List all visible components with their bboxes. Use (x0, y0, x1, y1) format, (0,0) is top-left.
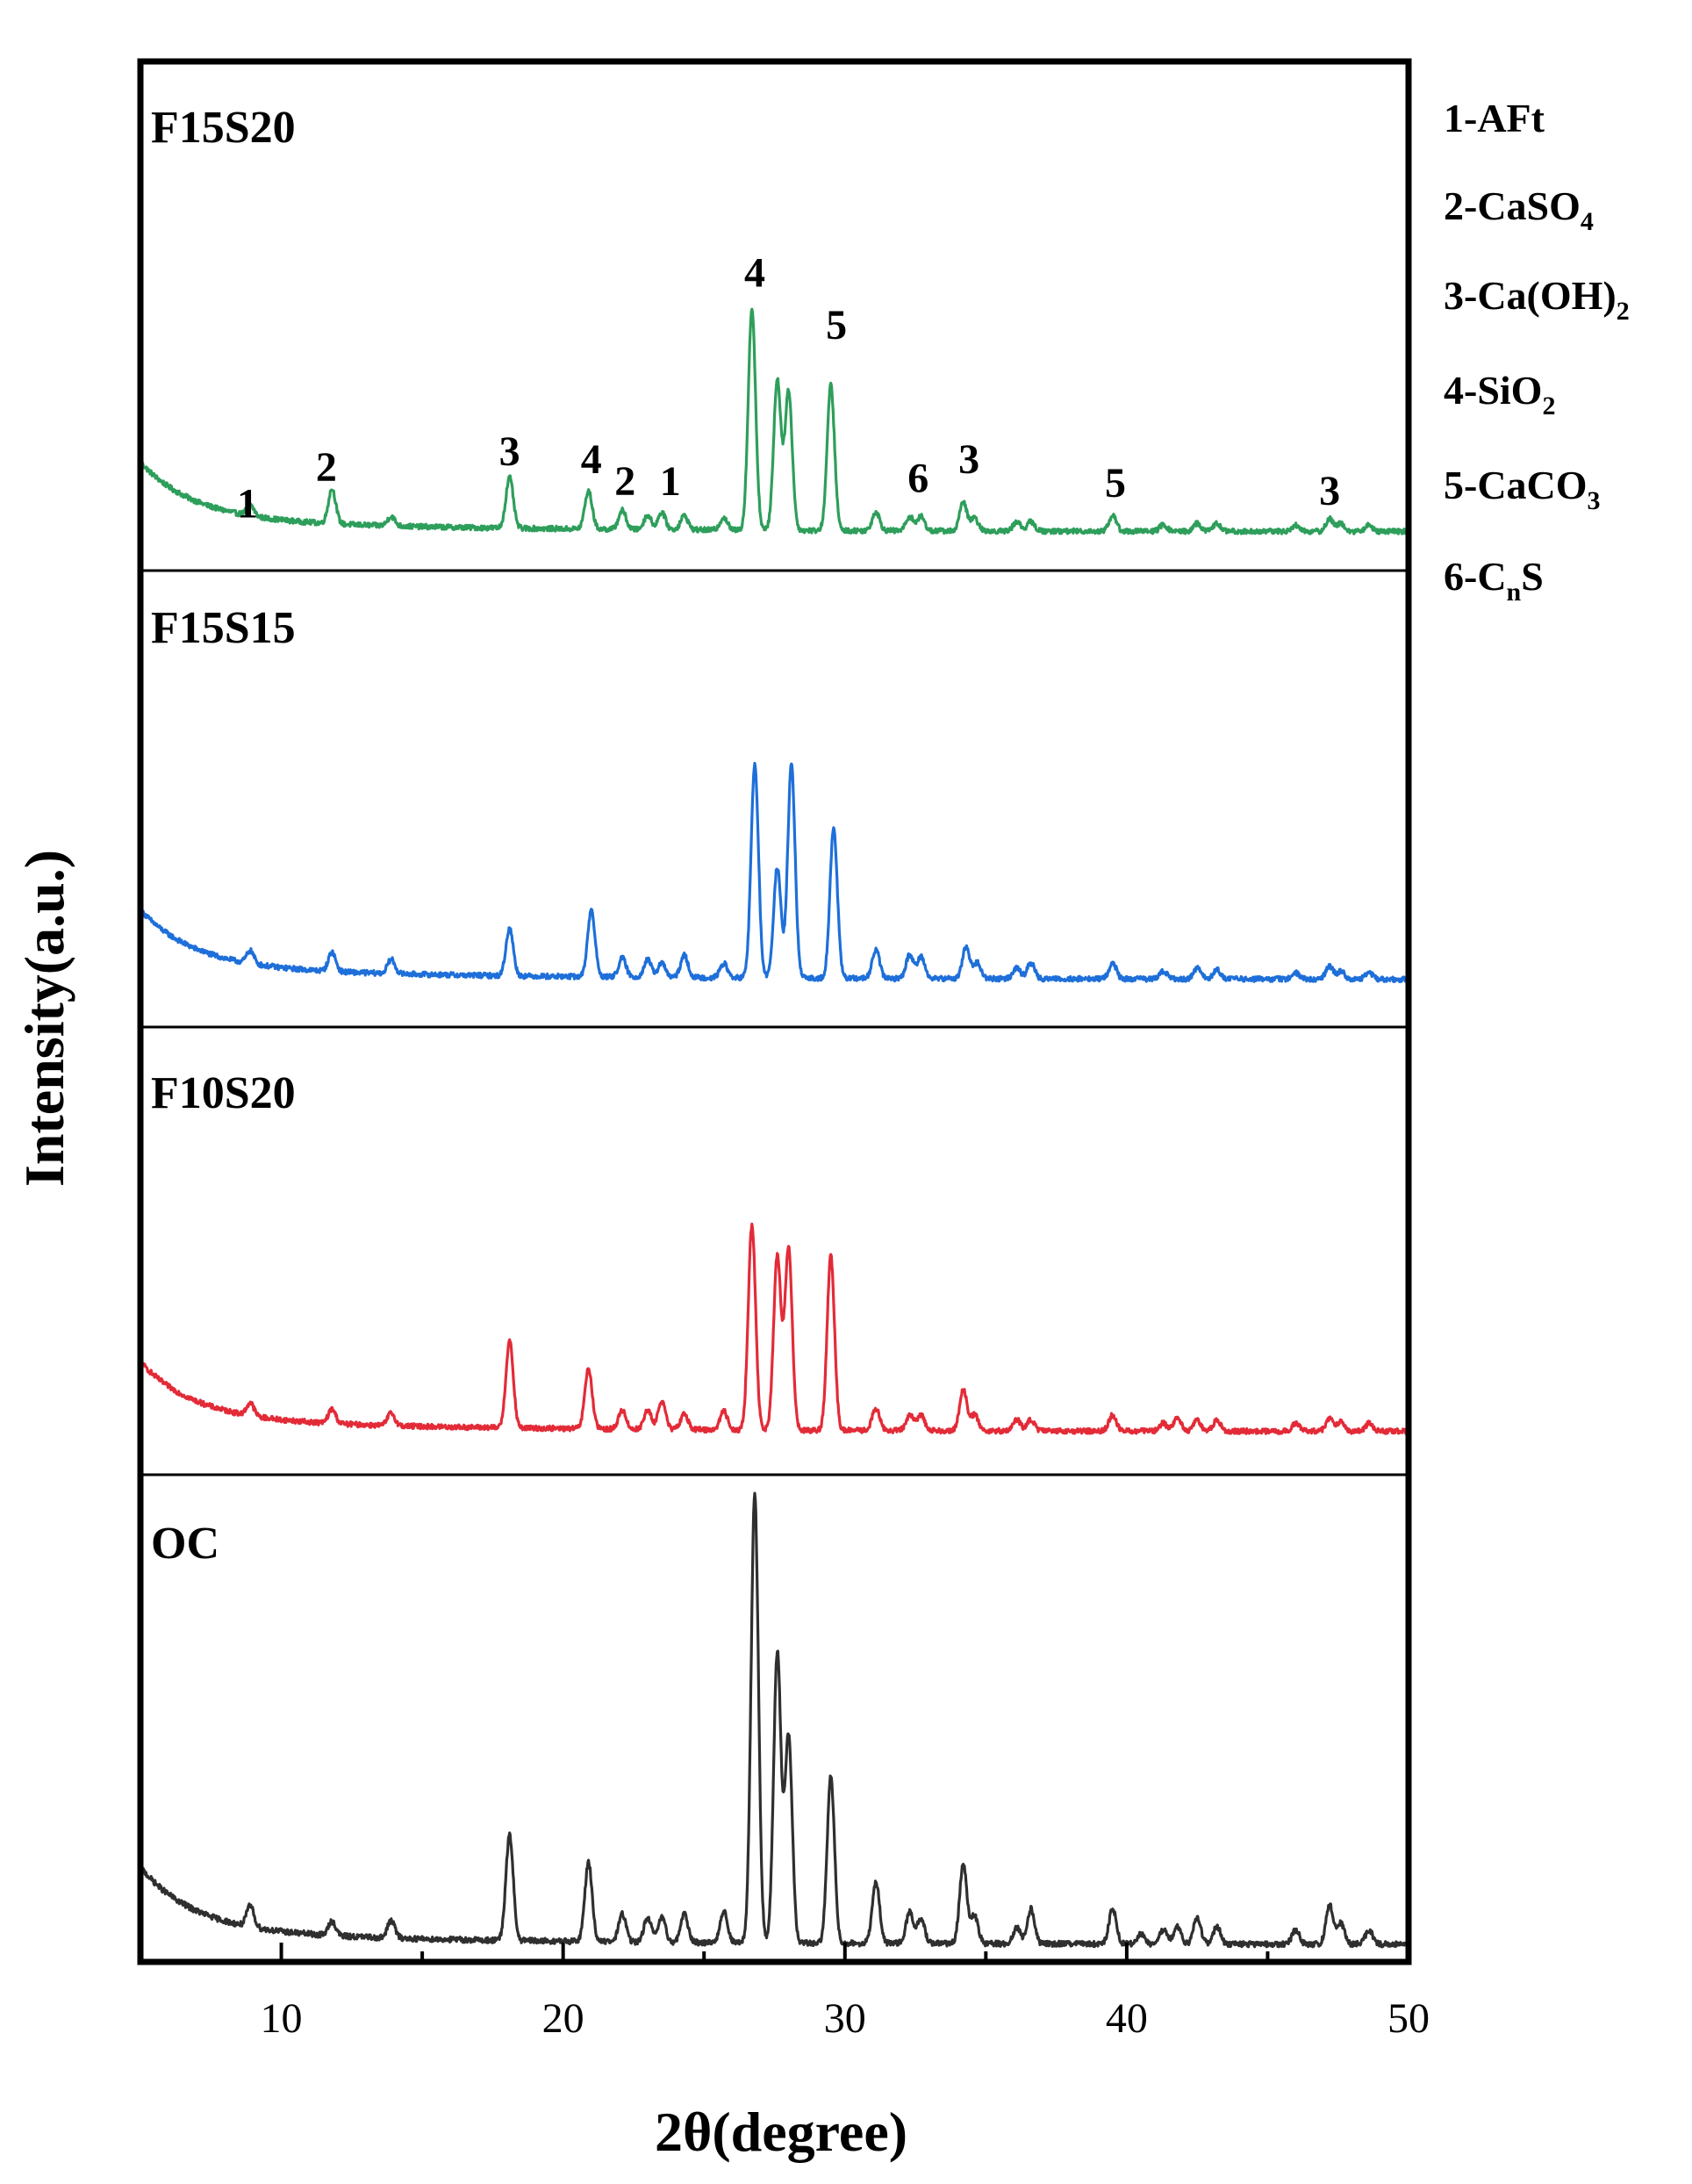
peak-annotation: 2 (316, 444, 337, 491)
series-line-f15s20 (139, 307, 1410, 535)
panel-label-oc: OC (151, 1519, 219, 1569)
peak-annotation: 5 (1105, 460, 1126, 506)
legend-entry: 4-SiO2 (1444, 368, 1555, 420)
x-tick-label: 40 (1106, 1995, 1148, 2042)
x-axis: 10 20 30 40 50 (139, 1943, 1430, 2042)
x-tick-label: 20 (542, 1995, 584, 2042)
peak-annotation: 4 (581, 436, 602, 483)
series-line-f15s15 (139, 761, 1410, 983)
peak-annotation: 1 (237, 480, 258, 527)
panel-label-f15s15: F15S15 (151, 603, 296, 653)
legend-entry: 5-CaCO3 (1444, 463, 1601, 515)
peak-annotation: 5 (826, 302, 847, 348)
peak-annotation: 3 (499, 428, 520, 475)
peak-annotation: 6 (907, 456, 928, 502)
plot-traces (139, 307, 1410, 1949)
peak-annotation: 2 (614, 458, 635, 505)
panel-label-f15s20: F15S20 (151, 103, 296, 153)
panel-label-f10s20: F10S20 (151, 1068, 296, 1118)
peak-annotation: 4 (744, 250, 765, 297)
y-axis-label: Intensity(a.u.) (13, 850, 75, 1187)
legend-entry: 3-Ca(OH)2 (1444, 273, 1630, 326)
peak-annotation: 1 (660, 458, 681, 505)
plot-border (137, 58, 1412, 1965)
x-tick-label: 30 (824, 1995, 866, 2042)
plot-frame (137, 58, 1412, 1965)
legend-entry: 2-CaSO4 (1444, 183, 1594, 236)
peak-annotation: 3 (958, 436, 979, 483)
series-line-oc (139, 1491, 1410, 1949)
series-line-f10s20 (139, 1222, 1410, 1435)
x-axis-label: 2θ(degree) (655, 2101, 907, 2163)
x-tick-label: 10 (261, 1995, 303, 2042)
legend-entry: 1-AFt (1444, 96, 1545, 140)
peak-annotation: 3 (1319, 468, 1340, 514)
phase-legend: 1-AFt 2-CaSO4 3-Ca(OH)2 4-SiO2 5-CaCO3 6-CnS (1444, 96, 1630, 607)
legend-entry: 6-CnS (1444, 554, 1544, 607)
x-tick-label: 50 (1387, 1995, 1430, 2042)
